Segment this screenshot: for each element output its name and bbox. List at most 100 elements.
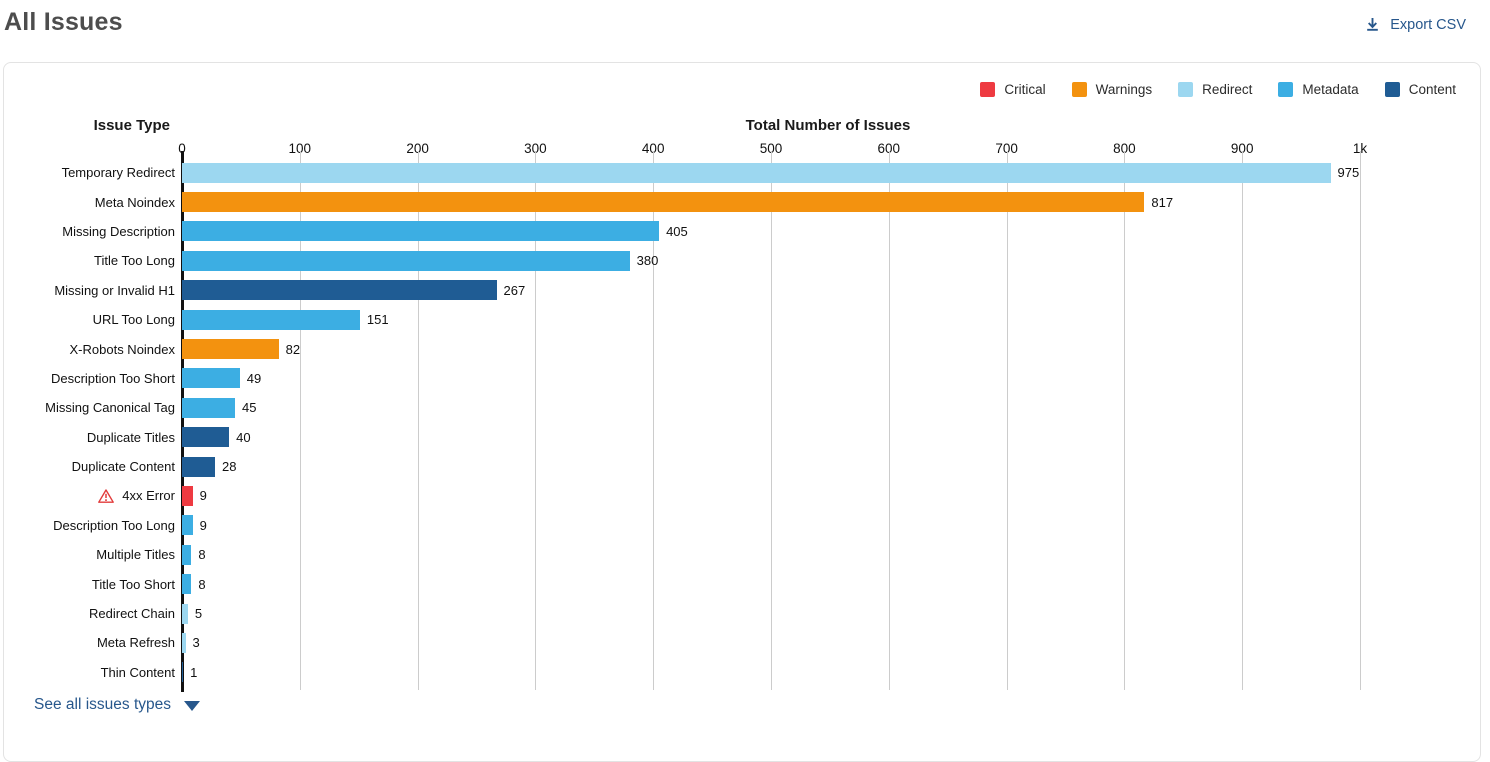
bar-track: 267 <box>182 280 1360 301</box>
bar-value: 817 <box>1151 194 1174 210</box>
category-label: 4xx Error <box>4 488 182 504</box>
legend-item-content[interactable]: Content <box>1384 79 1456 99</box>
bar-redirect[interactable] <box>182 603 188 624</box>
gridline <box>1242 151 1244 691</box>
bar-metadata[interactable] <box>182 397 235 418</box>
category-label-text: Redirect Chain <box>89 606 175 622</box>
category-label: Thin Content <box>4 665 182 680</box>
bar-value: 380 <box>636 253 659 269</box>
category-label: X-Robots Noindex <box>4 342 182 357</box>
bar-metadata[interactable] <box>182 574 192 595</box>
bar-content[interactable] <box>182 456 215 477</box>
category-label-text: Missing Description <box>62 223 175 239</box>
x-tick-label: 600 <box>877 141 901 156</box>
bar-value: 5 <box>194 606 203 622</box>
legend-swatch-redirect <box>1178 81 1194 97</box>
legend-item-redirect[interactable]: Redirect <box>1178 79 1252 99</box>
gridline <box>535 151 537 691</box>
bar-track: 5 <box>182 603 1360 624</box>
export-csv-button[interactable]: Export CSV <box>1364 16 1466 33</box>
chart-row: Missing Description 405 <box>4 217 1480 246</box>
y-axis-title: Issue Type <box>93 117 170 134</box>
category-label: Description Too Short <box>4 371 182 386</box>
category-label: Missing or Invalid H1 <box>4 283 182 298</box>
bar-value: 975 <box>1337 165 1360 181</box>
category-label: Missing Description <box>4 224 182 239</box>
gridlines <box>181 151 1361 693</box>
bar-track: 380 <box>182 250 1360 271</box>
warning-triangle-icon <box>98 489 115 503</box>
bar-track: 1 <box>182 662 1360 683</box>
gridline <box>653 151 655 691</box>
bar-track: 8 <box>182 574 1360 595</box>
chart-row: Title Too Long 380 <box>4 246 1480 275</box>
chart-row: Meta Noindex 817 <box>4 187 1480 216</box>
bar-redirect[interactable] <box>182 162 1331 183</box>
x-tick-label: 900 <box>1230 141 1254 156</box>
category-label: Redirect Chain <box>4 606 182 621</box>
x-tick-label: 500 <box>759 141 783 156</box>
category-label-text: URL Too Long <box>92 312 175 328</box>
legend-label: Warnings <box>1095 81 1153 97</box>
export-csv-label: Export CSV <box>1390 16 1466 33</box>
y-axis-line <box>181 151 184 693</box>
category-label: Meta Refresh <box>4 635 182 650</box>
category-label: Description Too Long <box>4 518 182 533</box>
legend: Critical Warnings Redirect Metadata Content <box>4 63 1480 99</box>
category-label-text: Duplicate Content <box>71 459 175 475</box>
chart-row: 4xx Error 9 <box>4 481 1480 510</box>
legend-item-warnings[interactable]: Warnings <box>1071 79 1153 99</box>
category-label: Duplicate Content <box>4 459 182 474</box>
category-label-text: Duplicate Titles <box>86 429 175 445</box>
bar-warnings[interactable] <box>182 192 1145 213</box>
bar-track: 49 <box>182 368 1360 389</box>
category-label: Title Too Short <box>4 577 182 592</box>
legend-item-metadata[interactable]: Metadata <box>1278 79 1359 99</box>
chart-row: Temporary Redirect 975 <box>4 158 1480 187</box>
legend-swatch-metadata <box>1278 81 1294 97</box>
bar-metadata[interactable] <box>182 368 240 389</box>
legend-label: Redirect <box>1202 81 1253 97</box>
page-title: All Issues <box>4 8 123 36</box>
bar-track: 9 <box>182 485 1360 506</box>
x-tick-label: 0 <box>178 141 186 156</box>
bar-metadata[interactable] <box>182 221 660 242</box>
bar-content[interactable] <box>182 662 184 683</box>
see-all-issues-types-link[interactable]: See all issues types <box>34 696 200 714</box>
chart-row: Multiple Titles 8 <box>4 540 1480 569</box>
bar-redirect[interactable] <box>182 632 186 653</box>
bar-track: 45 <box>182 397 1360 418</box>
category-label-text: Meta Noindex <box>94 194 175 210</box>
x-axis-title: Total Number of Issues <box>745 117 911 134</box>
bar-track: 975 <box>182 162 1360 183</box>
gridline <box>771 151 772 691</box>
legend-swatch-content <box>1384 81 1400 97</box>
bar-metadata[interactable] <box>182 309 360 330</box>
legend-item-critical[interactable]: Critical <box>980 79 1046 99</box>
legend-label: Content <box>1408 81 1456 97</box>
chart-row: Title Too Short 8 <box>4 569 1480 598</box>
bar-track: 405 <box>182 221 1360 242</box>
bar-value: 49 <box>246 370 262 386</box>
bar-metadata[interactable] <box>182 250 630 271</box>
bar-metadata[interactable] <box>182 544 192 565</box>
category-label-text: Temporary Redirect <box>61 165 175 181</box>
bar-metadata[interactable] <box>182 515 193 536</box>
legend-label: Critical <box>1004 81 1046 97</box>
chart-row: Duplicate Content 28 <box>4 452 1480 481</box>
category-label: Meta Noindex <box>4 195 182 210</box>
chart-row: Missing or Invalid H1 267 <box>4 276 1480 305</box>
bar-critical[interactable] <box>182 485 193 506</box>
bar-value: 151 <box>366 312 389 328</box>
category-label-text: Missing or Invalid H1 <box>54 282 175 298</box>
bar-value: 1 <box>190 664 198 680</box>
x-tick-label: 100 <box>288 141 312 156</box>
category-label-text: Title Too Short <box>91 576 175 592</box>
chart-row: X-Robots Noindex 82 <box>4 334 1480 363</box>
bar-content[interactable] <box>182 280 497 301</box>
x-tick-label: 300 <box>524 141 547 156</box>
bar-value: 267 <box>503 282 526 298</box>
bar-content[interactable] <box>182 427 230 448</box>
gridline <box>1006 151 1008 691</box>
bar-warnings[interactable] <box>182 339 279 360</box>
